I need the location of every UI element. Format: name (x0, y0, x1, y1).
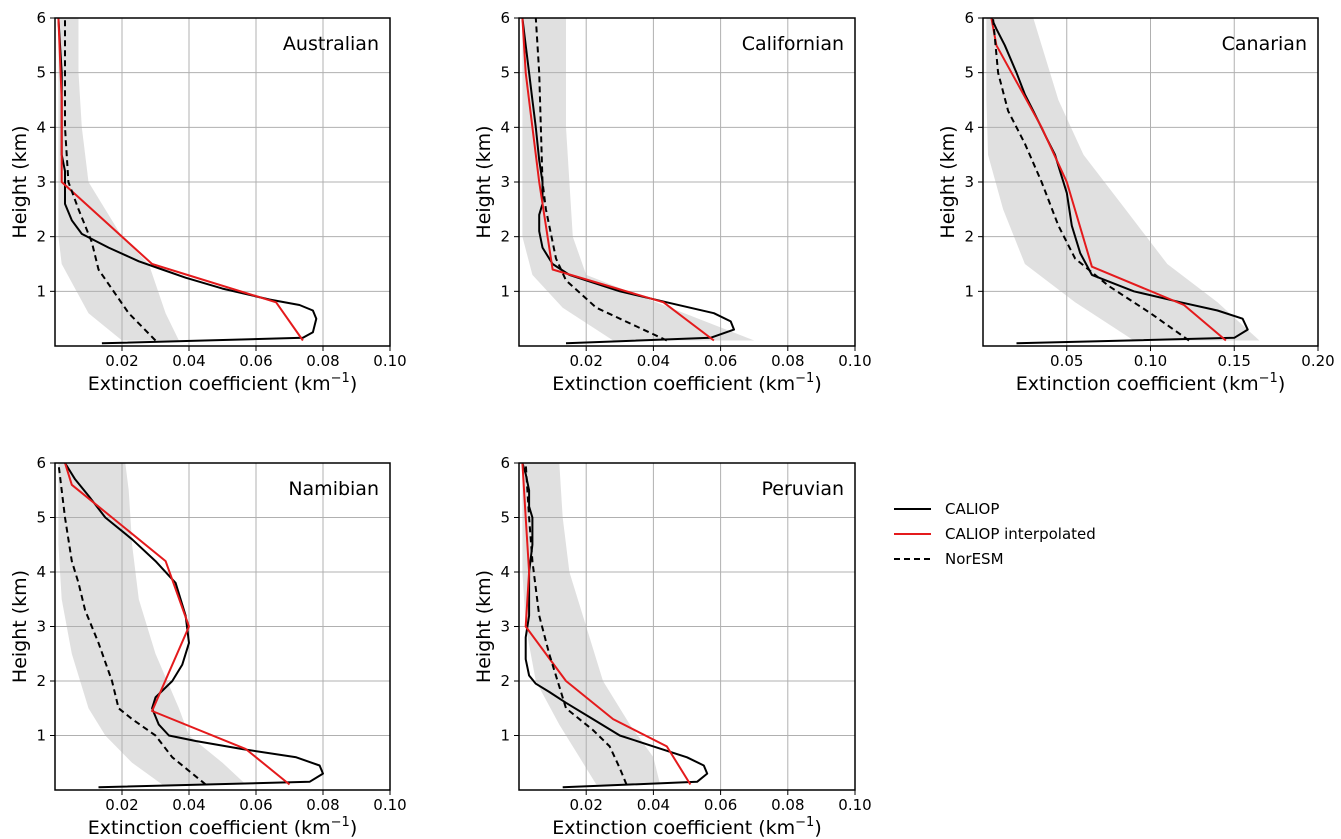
panel-peruvian: 0.02 0.04 0.06 0.08 0.10 1 2 3 4 5 6 Extinction coe… (473, 454, 872, 839)
x-tick-label: 0.02 (105, 796, 138, 814)
y-tick-label: 2 (964, 228, 974, 246)
y-axis-label: Height (km) (473, 570, 495, 683)
x-tick-label: 0.02 (569, 796, 602, 814)
noresm-range-shading (58, 18, 179, 341)
x-tick-label: 0.10 (838, 352, 871, 370)
y-tick-label: 6 (36, 454, 46, 472)
panel-namibian: 0.02 0.04 0.06 0.08 0.10 1 2 3 4 5 6 Extinction coe… (9, 454, 407, 839)
y-tick-label: 5 (500, 509, 510, 527)
legend-label: NorESM (945, 550, 1004, 568)
noresm-range-shading (986, 18, 1260, 341)
y-tick-label: 2 (500, 228, 510, 246)
panel-title: Peruvian (761, 478, 844, 500)
panel-californian: 0.02 0.04 0.06 0.08 0.10 1 2 3 4 5 6 Extinction coe… (473, 9, 872, 395)
series-caliop (521, 18, 735, 345)
x-tick-label: 0.10 (373, 352, 406, 370)
x-tick-label: 0.02 (569, 352, 602, 370)
series-noresm (534, 18, 668, 342)
y-tick-label: 1 (500, 282, 510, 300)
x-tick-label: 0.02 (105, 352, 138, 370)
y-axis-label: Height (km) (9, 125, 31, 238)
y-tick-label: 1 (36, 727, 46, 745)
x-tick-label: 0.10 (1134, 352, 1167, 370)
x-tick-label: 0.08 (771, 352, 804, 370)
panel-title: Canarian (1222, 33, 1307, 55)
legend: CALIOP CALIOP interpolated NorESM (894, 500, 1096, 568)
y-tick-label: 6 (500, 9, 510, 27)
series-noresm (64, 18, 157, 342)
x-axis-label: Extinction coefficient (km−1) (552, 371, 822, 395)
x-tick-label: 0.04 (172, 796, 205, 814)
y-axis-label: Height (km) (9, 570, 31, 683)
series-caliop (57, 18, 318, 345)
y-axis-label: Height (km) (473, 125, 495, 238)
y-tick-label: 4 (36, 563, 46, 581)
y-tick-label: 5 (36, 509, 46, 527)
y-tick-label: 2 (500, 672, 510, 690)
x-tick-label: 0.08 (306, 352, 339, 370)
panel-title: Californian (742, 33, 844, 55)
noresm-range-shading (58, 463, 246, 785)
legend-label: CALIOP interpolated (945, 525, 1096, 543)
series-noresm (992, 18, 1190, 342)
y-tick-label: 2 (36, 672, 46, 690)
x-tick-label: 0.04 (637, 796, 670, 814)
y-axis-label: Height (km) (937, 125, 959, 238)
y-tick-label: 5 (36, 64, 46, 82)
series-caliop (521, 463, 709, 789)
panel-australian: 0.02 0.04 0.06 0.08 0.10 1 2 3 4 5 6 Extinction coe… (9, 9, 407, 395)
x-tick-label: 0.08 (306, 796, 339, 814)
series-caliop-interpolated (521, 463, 692, 786)
x-axis-label: Extinction coefficient (km−1) (1016, 371, 1286, 395)
y-tick-label: 3 (500, 173, 510, 191)
y-tick-label: 6 (36, 9, 46, 27)
series-caliop-interpolated (990, 18, 1227, 342)
y-tick-label: 4 (500, 563, 510, 581)
x-axis-label: Extinction coefficient (km−1) (88, 371, 358, 395)
x-tick-label: 0.04 (172, 352, 205, 370)
series-caliop (990, 18, 1249, 345)
x-axis-label: Extinction coefficient (km−1) (88, 815, 358, 839)
panel-title: Australian (283, 33, 379, 55)
y-tick-label: 6 (500, 454, 510, 472)
y-tick-label: 3 (36, 618, 46, 636)
x-tick-label: 0.10 (838, 796, 871, 814)
y-tick-label: 5 (964, 64, 974, 82)
y-tick-label: 4 (36, 118, 46, 136)
series-caliop (64, 463, 324, 789)
x-tick-label: 0.08 (771, 796, 804, 814)
x-tick-label: 0.10 (373, 796, 406, 814)
y-tick-label: 1 (964, 282, 974, 300)
x-axis-label: Extinction coefficient (km−1) (552, 815, 822, 839)
x-tick-label: 0.05 (1050, 352, 1083, 370)
y-tick-label: 6 (964, 9, 974, 27)
noresm-range-shading (522, 18, 755, 341)
series-caliop-interpolated (57, 18, 304, 342)
x-tick-label: 0.06 (239, 796, 272, 814)
x-tick-label: 0.20 (1301, 352, 1334, 370)
series-caliop-interpolated (64, 463, 291, 786)
series-noresm (57, 463, 207, 786)
y-tick-label: 5 (500, 64, 510, 82)
series-caliop-interpolated (521, 18, 715, 342)
y-tick-label: 3 (964, 173, 974, 191)
y-tick-label: 3 (36, 173, 46, 191)
x-tick-label: 0.06 (704, 796, 737, 814)
panel-canarian: 0.05 0.10 0.15 0.20 1 2 3 4 5 6 Extinction coeffic… (937, 9, 1335, 395)
y-tick-label: 1 (36, 282, 46, 300)
y-tick-label: 1 (500, 727, 510, 745)
panel-title: Namibian (288, 478, 379, 500)
x-tick-label: 0.06 (704, 352, 737, 370)
noresm-range-shading (522, 463, 661, 785)
x-tick-label: 0.06 (239, 352, 272, 370)
y-tick-label: 3 (500, 618, 510, 636)
x-tick-label: 0.15 (1218, 352, 1251, 370)
x-tick-label: 0.04 (637, 352, 670, 370)
y-tick-label: 4 (500, 118, 510, 136)
y-tick-label: 4 (964, 118, 974, 136)
y-tick-label: 2 (36, 228, 46, 246)
series-noresm (524, 463, 628, 785)
legend-label: CALIOP (945, 500, 999, 518)
